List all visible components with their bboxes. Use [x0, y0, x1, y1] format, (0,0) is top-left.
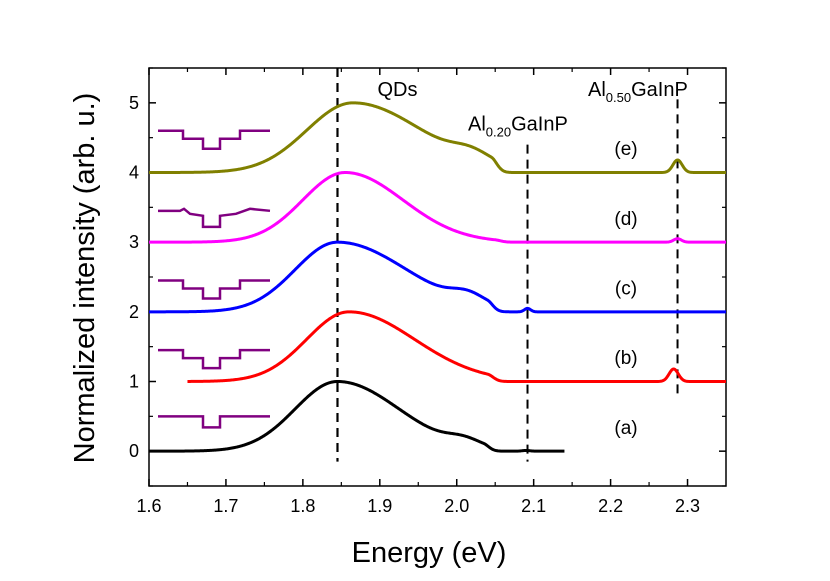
y-tick-label-3: 3 — [129, 232, 139, 252]
x-tick-label-2: 1.8 — [290, 496, 315, 516]
curve-label-0: (a) — [614, 418, 637, 439]
x-tick-label-4: 2.0 — [444, 496, 469, 516]
series-line-1 — [186, 310, 727, 383]
band-structure-icons — [158, 129, 271, 429]
plot-frame — [148, 67, 727, 487]
curve-label-1: (b) — [614, 348, 637, 369]
annotation-al020: Al0.20GaInP — [468, 114, 568, 140]
y-axis-title: Normalized intensity (arb. u.) — [69, 93, 101, 464]
band-icon-1 — [158, 348, 270, 370]
y-tick-label-2: 2 — [129, 302, 139, 322]
series-group — [148, 101, 727, 453]
band-icon-0 — [158, 415, 270, 429]
y-tick-label-5: 5 — [129, 93, 139, 113]
x-tick-label-0: 1.6 — [136, 496, 161, 516]
series-line-3 — [148, 171, 727, 244]
y-tick-label-1: 1 — [129, 372, 139, 392]
curve-label-3: (d) — [614, 209, 637, 230]
x-tick-label-1: 1.7 — [213, 496, 238, 516]
band-icon-4 — [158, 129, 270, 150]
series-line-0 — [148, 380, 566, 453]
x-tick-label-3: 1.9 — [367, 496, 392, 516]
x-tick-label-5: 2.1 — [521, 496, 546, 516]
band-icon-2 — [158, 279, 270, 300]
x-tick-label-6: 2.2 — [598, 496, 623, 516]
labels-group: QDs Al0.20GaInP Al0.50GaInP (a) (b) (c) (d) (e) — [377, 79, 687, 439]
y-tick-label-0: 0 — [129, 441, 139, 461]
series-line-2 — [148, 240, 727, 314]
axis-ticks: 1.6 1.7 1.8 1.9 2.0 2.1 2.2 2.3 0 1 2 3 4 5 — [129, 67, 726, 516]
y-tick-label-4: 4 — [129, 163, 139, 183]
annotation-qds: QDs — [377, 79, 417, 101]
reference-lines — [336, 68, 679, 462]
band-icon-3 — [158, 207, 271, 229]
plot-area-border — [148, 67, 727, 487]
x-axis-title: Energy (eV) — [352, 537, 507, 569]
series-line-4 — [148, 101, 727, 174]
x-tick-label-7: 2.3 — [675, 496, 700, 516]
curve-label-2: (c) — [615, 278, 637, 299]
annotation-al050: Al0.50GaInP — [588, 79, 688, 105]
curve-label-4: (e) — [614, 139, 637, 160]
